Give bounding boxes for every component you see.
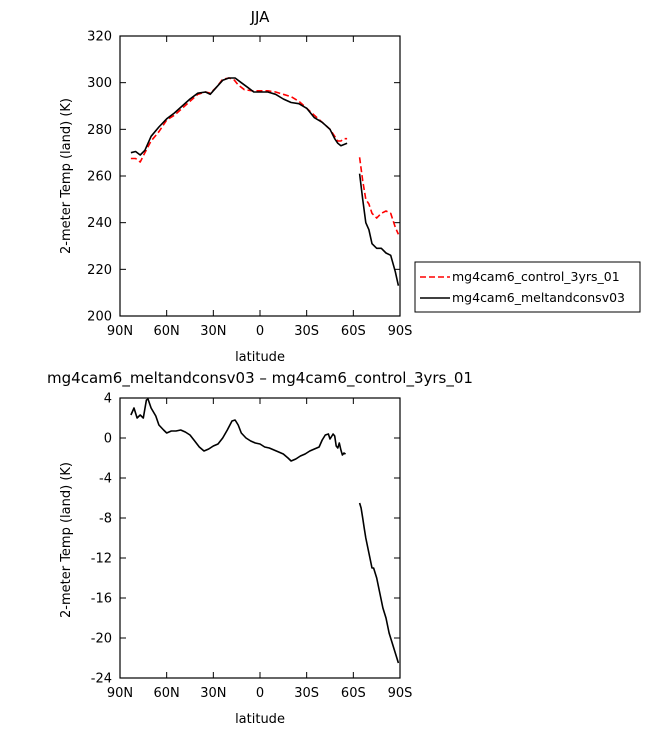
top-series-1-line-segment-1 [358,173,400,286]
top-xtick-label: 60S [341,324,366,339]
bottom-xtick-label: 60S [341,686,366,701]
legend-label-melt: mg4cam6_meltandconsv03 [452,290,625,305]
bottom-chart-title: mg4cam6_meltandconsv03 – mg4cam6_control… [47,369,473,388]
bottom-ytick-label: 0 [104,432,112,447]
top-xtick-label: 90N [107,324,133,339]
bottom-xtick-label: 90N [107,686,133,701]
top-ytick-label: 220 [87,263,112,278]
top-axis-ticks: 90N 60N 30N 0 30S 60S 90S 200 220 240 260 280 300 320 [87,30,412,340]
legend-box [414,261,641,313]
bottom-y-axis-label: 2-meter Temp (land) (K) [59,462,74,618]
bottom-xtick-label: 30S [294,686,319,701]
top-xtick-label: 60N [154,324,180,339]
bottom-axis-ticks: 90N 60N 30N 0 30S 60S 90S -24 -20 -16 -12 -8 -4 0 4 [91,392,413,702]
top-y-axis-label: 2-meter Temp (land) (K) [59,98,74,254]
top-series-0-line-segment-0 [130,77,348,163]
top-series-1-line-segment-0 [130,77,348,156]
top-chart-title: JJA [250,8,271,26]
top-xtick-label: 90S [388,324,413,339]
bottom-ytick-label: -24 [91,672,112,687]
top-x-axis-label: latitude [235,350,285,365]
bottom-ytick-label: -16 [91,592,112,607]
top-ytick-label: 200 [87,310,112,325]
bottom-series-lines [130,398,400,664]
bottom-xtick-label: 90S [388,686,413,701]
bottom-xtick-label: 30N [200,686,226,701]
bottom-series-0-line-segment-0 [130,398,347,462]
bottom-series-0-line-segment-1 [358,502,400,664]
top-xtick-label: 30N [200,324,226,339]
top-panel: JJA 2-meter Temp (land) (K) latitude 90N… [59,8,412,365]
top-ytick-label: 280 [87,123,112,138]
legend-label-control: mg4cam6_control_3yrs_01 [452,269,620,284]
top-xtick-label: 0 [256,324,264,339]
top-ytick-label: 320 [87,30,112,45]
bottom-xtick-label: 60N [154,686,180,701]
top-ytick-label: 240 [87,216,112,231]
bottom-ytick-label: 4 [104,392,112,407]
top-series-0-line-segment-1 [358,157,400,235]
bottom-plot-frame [119,397,401,679]
bottom-panel: mg4cam6_meltandconsv03 – mg4cam6_control… [47,369,473,727]
bottom-xtick-label: 0 [256,686,264,701]
top-series-lines [130,77,400,286]
top-plot-frame [119,35,401,317]
top-ytick-label: 260 [87,170,112,185]
legend: mg4cam6_control_3yrs_01 mg4cam6_meltandc… [414,261,641,313]
top-xtick-label: 30S [294,324,319,339]
bottom-x-axis-label: latitude [235,712,285,727]
bottom-ytick-label: -8 [99,512,112,527]
bottom-ytick-label: -4 [99,472,112,487]
bottom-ytick-label: -12 [91,552,112,567]
top-ytick-label: 300 [87,76,112,91]
bottom-ytick-label: -20 [91,632,112,647]
